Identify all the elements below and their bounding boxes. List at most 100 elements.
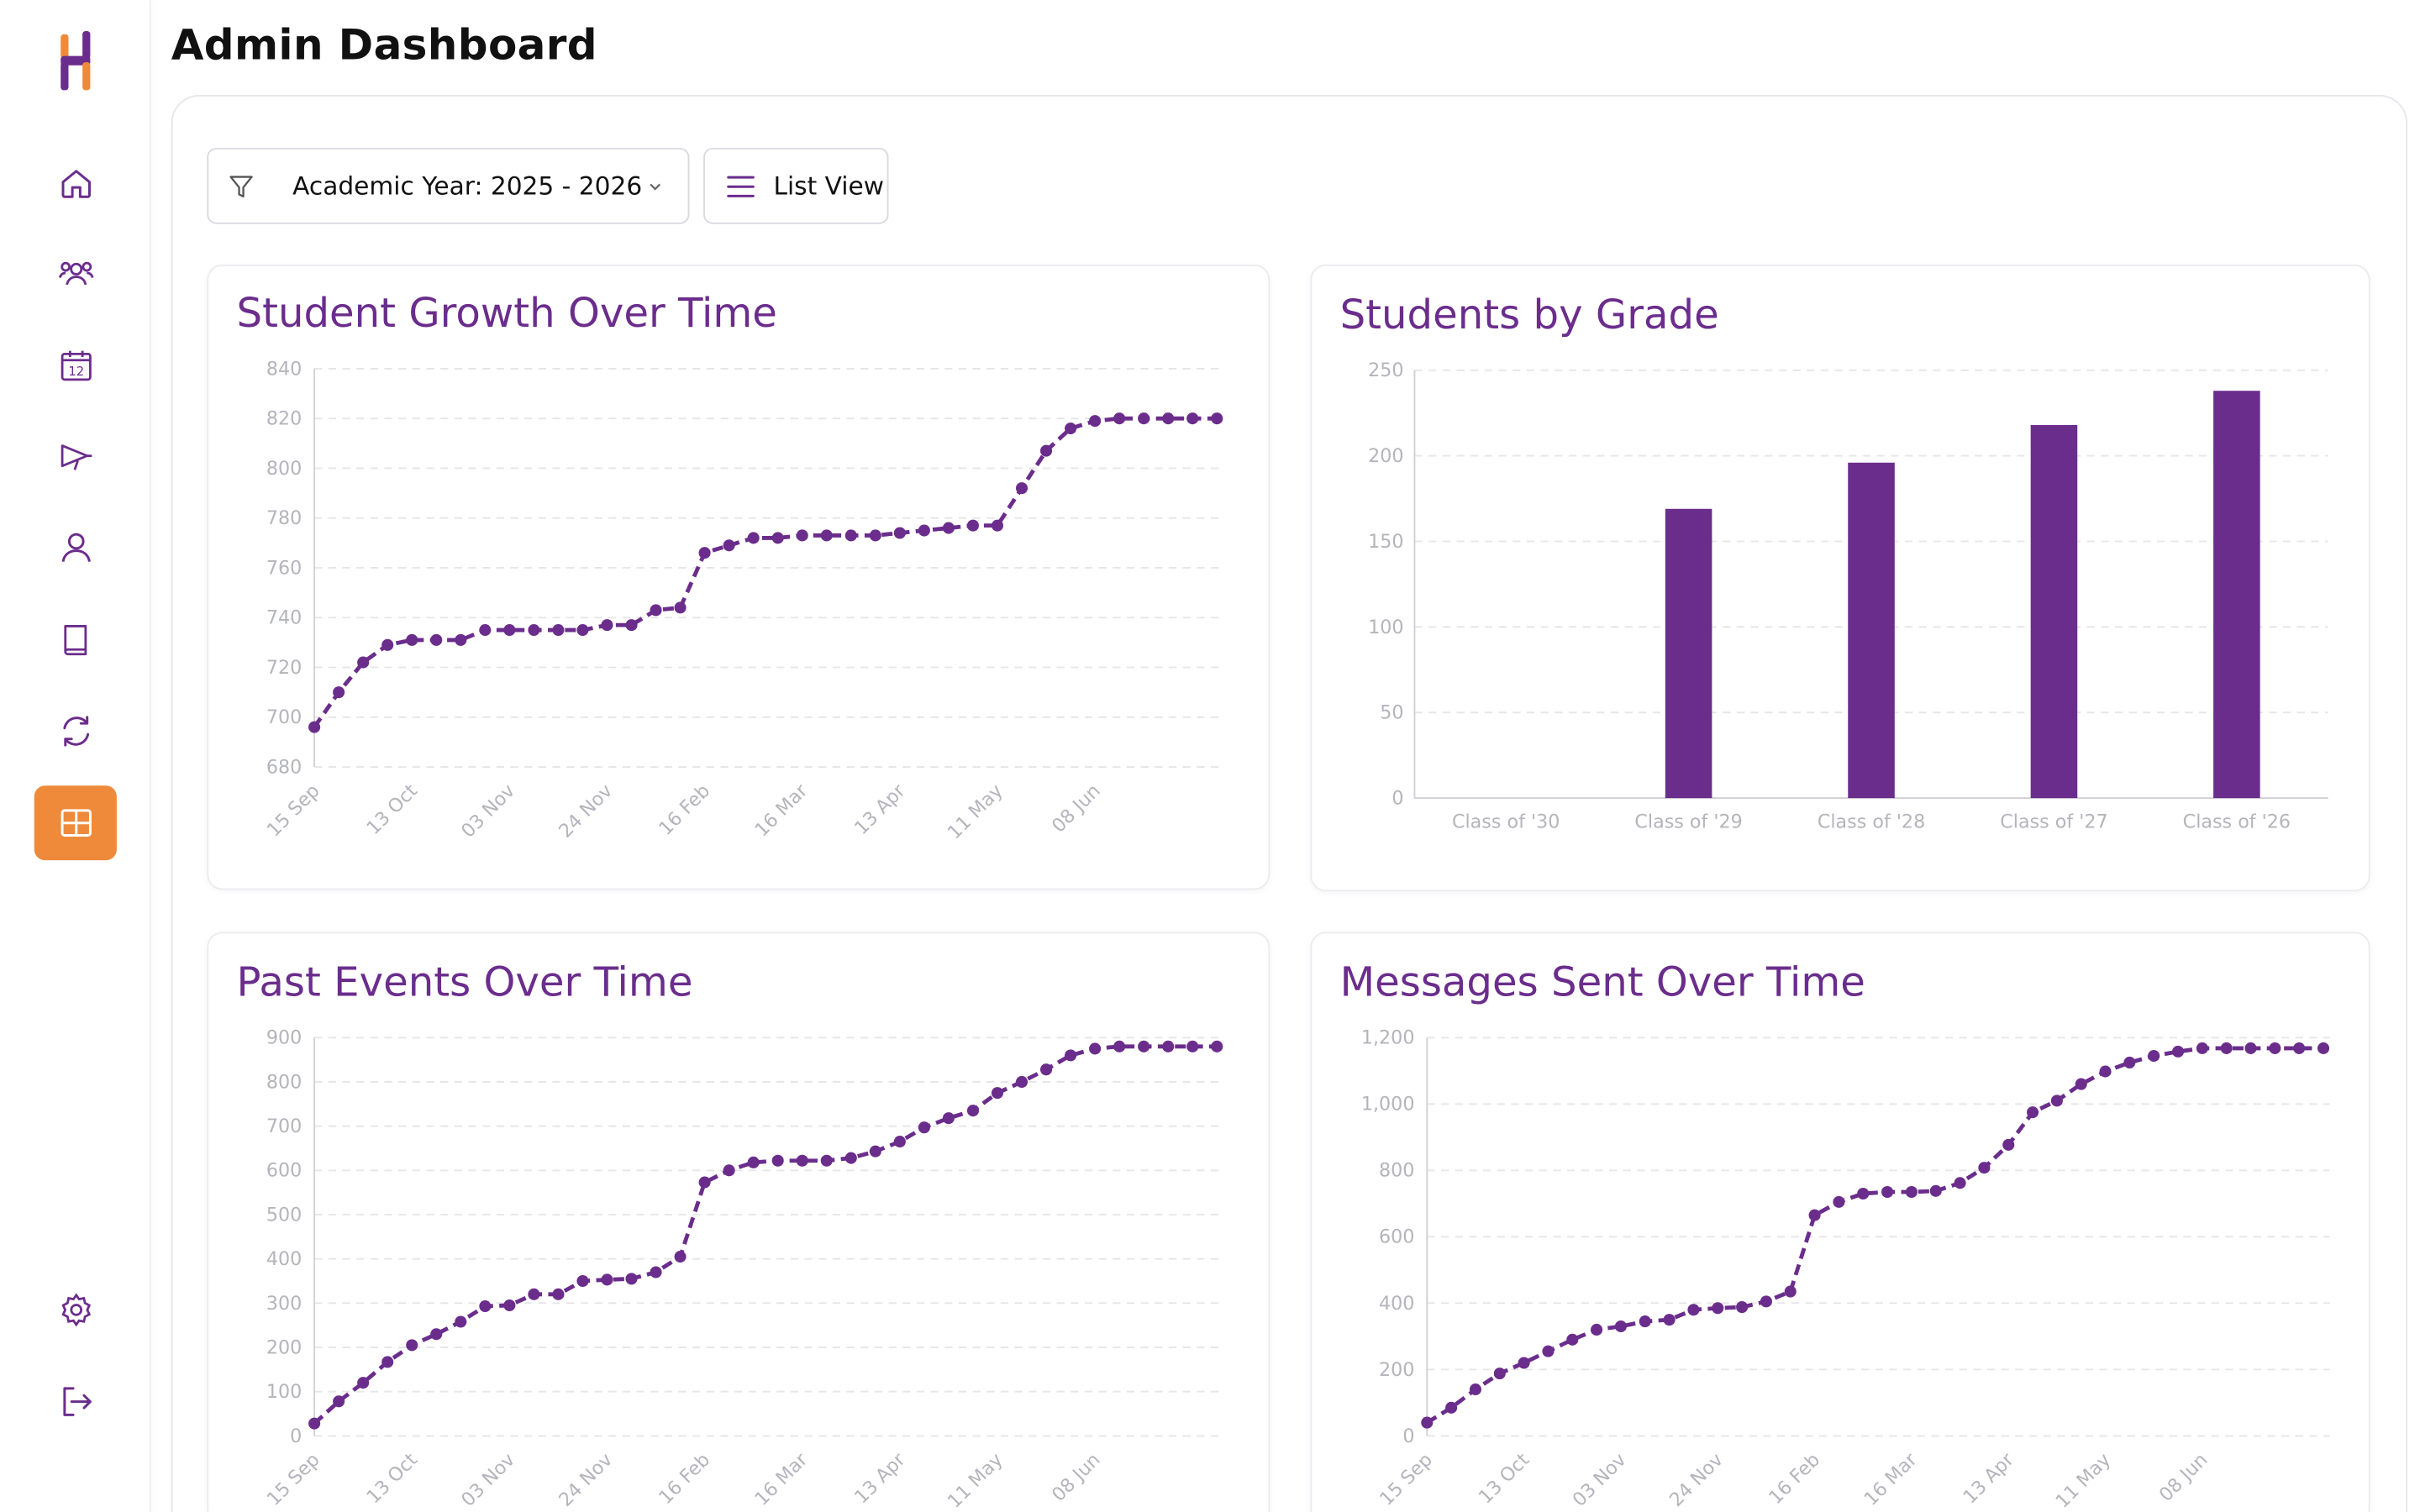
y-tick-label: 840: [266, 358, 302, 380]
data-point: [455, 1315, 467, 1328]
y-tick-label: 400: [266, 1248, 302, 1270]
y-tick-label: 720: [266, 657, 302, 679]
data-point: [2148, 1049, 2160, 1063]
nav-settings[interactable]: [34, 1273, 117, 1347]
y-tick-label: 900: [266, 1027, 302, 1049]
data-point: [1566, 1333, 1579, 1346]
data-point: [844, 1152, 857, 1164]
data-point: [430, 1328, 443, 1341]
data-point: [1518, 1357, 1530, 1369]
data-point: [308, 721, 321, 733]
data-point: [1113, 412, 1126, 425]
student-growth-card: Student Growth Over Time 680 700 720 740 760…: [207, 264, 1270, 890]
page-title: Admin Dashboard: [171, 21, 597, 71]
data-point: [2075, 1078, 2087, 1090]
chevron-down-icon: [649, 182, 660, 190]
y-tick-label: 820: [266, 408, 302, 430]
data-point: [381, 1356, 394, 1368]
nav-logout[interactable]: [34, 1364, 117, 1439]
x-tick-label: 08 Jun: [1048, 780, 1105, 837]
data-point: [820, 1154, 833, 1167]
y-tick-label: 200: [1379, 1359, 1414, 1381]
nav-sync[interactable]: [34, 694, 117, 769]
student-growth-chart: 680 700 720 740 760 780 800 820 840 15 Sep 13 Oct 0…: [263, 358, 1223, 844]
y-tick-label: 740: [266, 607, 302, 629]
data-point: [723, 539, 735, 552]
app-logo[interactable]: [53, 28, 100, 96]
data-point: [1978, 1162, 1991, 1174]
nav-home[interactable]: [34, 146, 117, 221]
nav-library[interactable]: [34, 602, 117, 677]
x-tick-label: 24 Nov: [555, 1449, 617, 1511]
data-point: [2293, 1042, 2306, 1054]
data-point: [1881, 1185, 1894, 1199]
filter-icon: [229, 175, 253, 197]
y-tick-label: 600: [1379, 1226, 1414, 1248]
nav-users[interactable]: [34, 237, 117, 312]
data-point: [1954, 1177, 1966, 1189]
messages-sent-card: Messages Sent Over Time 0 200 400 600 800 1,0…: [1310, 932, 2370, 1512]
y-tick-label: 500: [266, 1204, 302, 1226]
data-point: [1760, 1295, 1772, 1308]
data-point: [820, 529, 833, 542]
data-point: [1186, 412, 1199, 425]
card-title: Past Events Over Time: [236, 959, 693, 1007]
list-view-button[interactable]: List View: [703, 147, 889, 224]
x-tick-label: 13 Apr: [1959, 1448, 2018, 1508]
data-point: [1929, 1184, 1942, 1197]
x-tick-label: 16 Mar: [750, 1448, 813, 1510]
data-point: [2123, 1056, 2136, 1068]
data-point: [1065, 423, 1077, 435]
students-by-grade-chart: 0 50 100 150 200 250 Class of '30 Class of '29 C…: [1368, 360, 2328, 832]
logout-icon: [62, 1387, 91, 1416]
x-tick-label: 15 Sep: [263, 1449, 324, 1510]
y-tick-label: 200: [266, 1336, 302, 1358]
data-point: [552, 624, 565, 637]
y-tick-label: 680: [266, 756, 302, 778]
data-point: [430, 633, 443, 646]
data-point: [1089, 1042, 1102, 1055]
data-point: [625, 1273, 638, 1285]
card-title: Student Growth Over Time: [236, 291, 777, 338]
y-tick-label: 1,200: [1361, 1027, 1415, 1049]
data-point: [308, 1417, 321, 1430]
data-point: [601, 619, 613, 632]
past-events-chart: 0 100 200 300 400 500 600 700 800 900 15 Sep 13 Oct…: [263, 1027, 1223, 1512]
nav-dashboard[interactable]: [34, 785, 117, 861]
x-tick-label: 13 Oct: [362, 1449, 422, 1509]
data-point: [1162, 412, 1175, 425]
nav-announcements[interactable]: [34, 420, 117, 495]
list-view-label: List View: [773, 171, 884, 201]
data-point: [503, 1299, 516, 1312]
data-point: [1663, 1314, 1676, 1326]
data-point: [991, 519, 1004, 532]
data-point: [918, 524, 930, 537]
data-point: [1639, 1315, 1651, 1328]
y-tick-label: 0: [1402, 1425, 1414, 1447]
data-point: [698, 1176, 711, 1189]
nav-profile[interactable]: [34, 510, 117, 585]
data-point: [1040, 444, 1053, 457]
data-point: [406, 1339, 418, 1352]
x-tick-label: 08 Jun: [1048, 1449, 1105, 1506]
data-point: [869, 529, 881, 542]
home-icon: [60, 170, 91, 198]
data-point: [2172, 1045, 2185, 1058]
academic-year-select[interactable]: Academic Year: 2025 - 2026: [207, 147, 690, 224]
data-point: [1138, 412, 1150, 425]
data-point: [1591, 1323, 1603, 1336]
data-point: [698, 547, 711, 559]
data-point: [1089, 415, 1102, 428]
x-tick-label: 13 Oct: [362, 780, 422, 839]
y-tick-label: 800: [266, 458, 302, 480]
x-tick-label: 11 May: [944, 780, 1007, 844]
data-point: [1784, 1285, 1797, 1298]
data-point: [2220, 1042, 2233, 1054]
card-title: Students by Grade: [1339, 292, 1719, 339]
nav-calendar[interactable]: 12: [34, 328, 117, 403]
x-tick-label: 15 Sep: [1376, 1449, 1437, 1510]
data-point: [1493, 1368, 1506, 1380]
data-point: [333, 1395, 345, 1408]
data-point: [723, 1164, 735, 1177]
data-point: [552, 1288, 565, 1300]
